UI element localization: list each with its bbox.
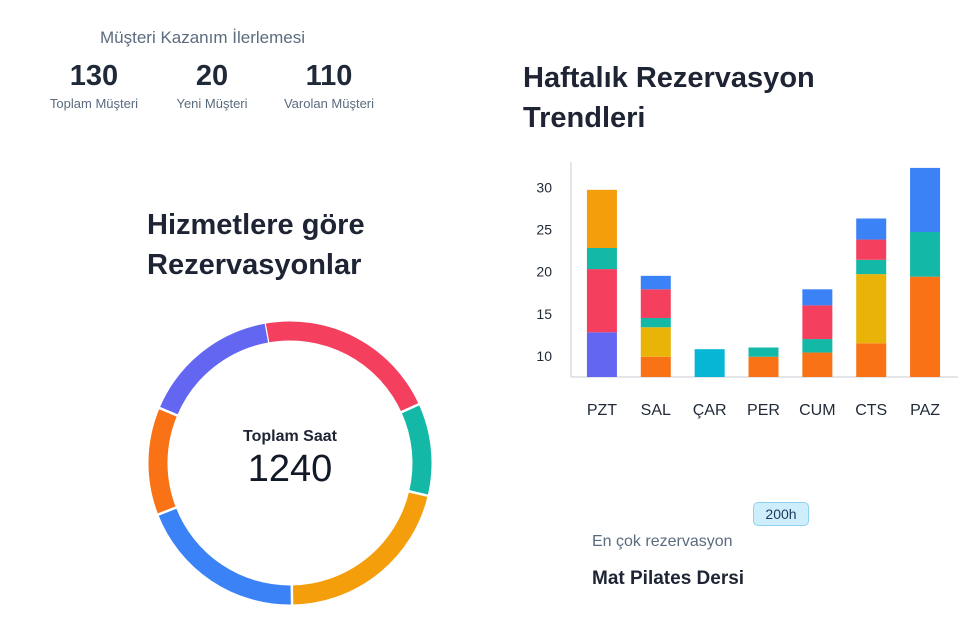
- kpi-value: 130: [69, 60, 119, 92]
- donut-segment: [291, 491, 428, 605]
- donut-title-line2: Rezervasyonlar: [147, 249, 362, 281]
- bar-segment: [802, 305, 833, 340]
- most-booked-label: En çok rezervasyon: [592, 533, 733, 550]
- kpi-value: 110: [305, 60, 353, 92]
- donut-segment: [401, 404, 432, 496]
- donut-segment: [159, 323, 269, 416]
- bar-segment: [910, 276, 941, 377]
- donut-separator: [400, 402, 421, 414]
- y-tick-label: 30: [536, 179, 552, 195]
- bar-segment: [586, 248, 617, 270]
- donut-title-line1: Hizmetlere göre: [147, 209, 365, 241]
- bar-chart-title: Haftalık Rezervasyon Trendleri: [523, 58, 815, 138]
- bar-segment: [586, 269, 617, 333]
- bar-title-line1: Haftalık Rezervasyon: [523, 62, 815, 94]
- donut-chart-title: Hizmetlere göre Rezervasyonlar: [147, 205, 365, 285]
- bar-segment: [640, 356, 671, 377]
- bar-segment: [910, 231, 941, 277]
- donut-center-value: 1240: [247, 448, 333, 490]
- x-tick-label: PAZ: [910, 402, 940, 419]
- x-tick-label: CTS: [855, 402, 887, 419]
- bar-segment: [802, 339, 833, 353]
- donut-segment: [158, 507, 293, 605]
- hours-badge: 200h: [753, 502, 809, 526]
- bar-segment: [856, 343, 887, 377]
- bar-segment: [748, 356, 779, 377]
- donut-separator: [407, 489, 429, 498]
- kpi-value: 20: [195, 60, 229, 92]
- x-tick-label: CUM: [799, 402, 835, 419]
- bar-segment: [640, 327, 671, 357]
- kpi-label: Toplam Müşteri: [49, 96, 139, 111]
- donut-separator: [158, 406, 179, 417]
- kpi-label: Varolan Müşteri: [283, 96, 375, 111]
- bar-segment: [856, 239, 887, 260]
- bar-segment: [802, 352, 833, 377]
- kpi-label: Yeni Müşteri: [176, 96, 248, 111]
- y-tick-label: 15: [536, 306, 552, 322]
- donut-segment: [148, 408, 178, 515]
- x-tick-label: ÇAR: [693, 402, 727, 419]
- bar-segment: [910, 167, 941, 232]
- x-tick-label: SAL: [641, 402, 671, 419]
- kpi-existing-customers: 110 Varolan Müşteri: [264, 58, 394, 111]
- most-booked-service: Mat Pilates Dersi: [592, 568, 745, 589]
- y-tick-label: 25: [536, 221, 552, 237]
- bar-segment: [802, 289, 833, 306]
- bar-segment: [640, 275, 671, 290]
- y-tick-label: 10: [536, 348, 552, 364]
- bar-segment: [640, 289, 671, 318]
- y-tick-label: 20: [536, 264, 552, 280]
- kpi-total-customers: 130 Toplam Müşteri: [29, 58, 159, 111]
- x-tick-label: PER: [747, 402, 780, 419]
- donut-center-label: Toplam Saat: [243, 428, 337, 445]
- bar-segment: [856, 274, 887, 344]
- kpi-section-title: Müşteri Kazanım İlerlemesi: [99, 28, 305, 47]
- bar-segment: [640, 317, 671, 328]
- donut-separator: [156, 506, 178, 517]
- donut-segment: [264, 321, 419, 413]
- kpi-new-customers: 20 Yeni Müşteri: [147, 58, 277, 111]
- bar-segment: [856, 218, 887, 240]
- bar-title-line2: Trendleri: [523, 102, 646, 134]
- bar-segment: [694, 349, 725, 377]
- bar-segment: [748, 347, 779, 357]
- bar-segment: [586, 332, 617, 377]
- bar-segment: [856, 259, 887, 275]
- bar-segment: [586, 189, 617, 248]
- x-tick-label: PZT: [587, 402, 617, 419]
